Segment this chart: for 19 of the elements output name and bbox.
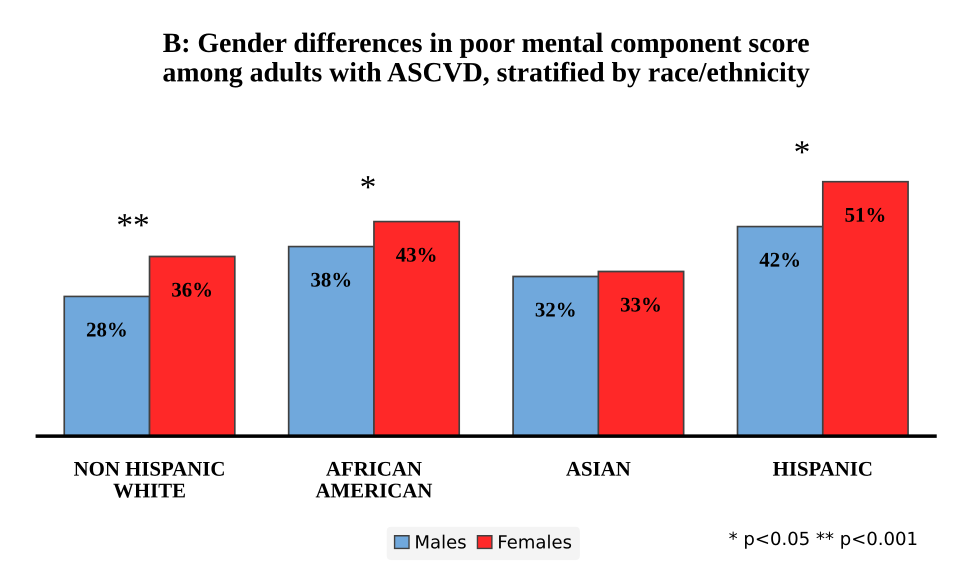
- data-label: 42%: [760, 252, 800, 267]
- annotation: *: [361, 176, 375, 188]
- annotation: **: [118, 214, 148, 226]
- text: * p<0.05 ** p<0.001: [729, 532, 916, 549]
- data-label: 43%: [396, 248, 436, 262]
- x-tick-label: NON HISPANIC WHITE: [74, 462, 224, 498]
- data-label: 51%: [845, 208, 884, 222]
- x-tick-label: AFRICAN AMERICAN: [316, 462, 432, 498]
- data-label: 32%: [536, 302, 575, 317]
- legend-label: Males: [416, 534, 466, 549]
- data-label: 36%: [172, 282, 212, 297]
- legend-label: Females: [499, 534, 572, 549]
- text: *: [795, 141, 809, 154]
- x-tick-label: ASIAN: [566, 462, 631, 476]
- x-tick-label: HISPANIC: [772, 462, 872, 476]
- data-label: 33%: [620, 298, 660, 312]
- data-label: 38%: [311, 272, 350, 287]
- chart-title: B: Gender differences in poor mental component score among adults with ASCVD, stratified by race/ethnicity: [163, 32, 810, 88]
- data-label: 28%: [86, 322, 126, 337]
